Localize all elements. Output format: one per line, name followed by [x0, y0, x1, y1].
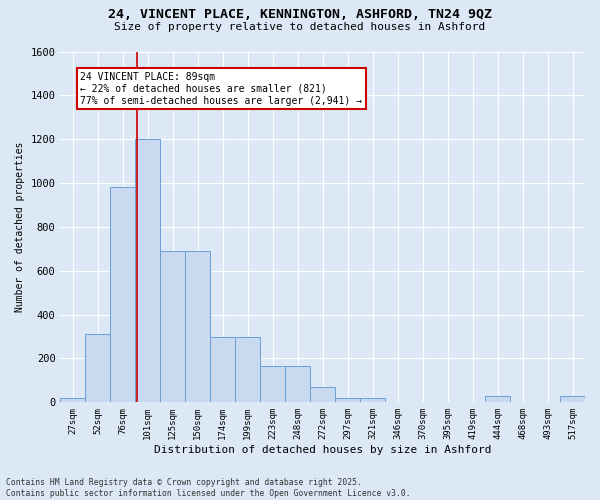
Bar	[185, 251, 210, 402]
Bar	[335, 398, 360, 402]
Bar	[560, 396, 585, 402]
Bar	[210, 336, 235, 402]
Bar	[160, 251, 185, 402]
Bar	[110, 188, 136, 402]
Y-axis label: Number of detached properties: Number of detached properties	[15, 142, 25, 312]
Text: Contains HM Land Registry data © Crown copyright and database right 2025.
Contai: Contains HM Land Registry data © Crown c…	[6, 478, 410, 498]
Bar	[285, 366, 310, 403]
Bar	[260, 366, 285, 403]
X-axis label: Distribution of detached houses by size in Ashford: Distribution of detached houses by size …	[154, 445, 491, 455]
Bar	[136, 139, 160, 402]
Bar	[235, 336, 260, 402]
Text: 24 VINCENT PLACE: 89sqm
← 22% of detached houses are smaller (821)
77% of semi-d: 24 VINCENT PLACE: 89sqm ← 22% of detache…	[80, 72, 362, 106]
Bar	[310, 387, 335, 402]
Text: Size of property relative to detached houses in Ashford: Size of property relative to detached ho…	[115, 22, 485, 32]
Text: 24, VINCENT PLACE, KENNINGTON, ASHFORD, TN24 9QZ: 24, VINCENT PLACE, KENNINGTON, ASHFORD, …	[108, 8, 492, 20]
Bar	[61, 398, 85, 402]
Bar	[485, 396, 510, 402]
Bar	[360, 398, 385, 402]
Bar	[85, 334, 110, 402]
